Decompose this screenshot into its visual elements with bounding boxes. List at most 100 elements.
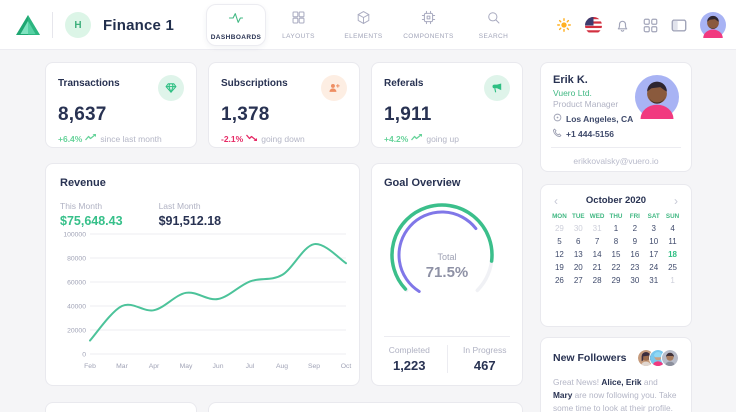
this-month-value: $75,648.43: [60, 214, 123, 228]
calendar-card: ‹ October 2020 › MON TUE WED THU FRI SAT SUN 29…: [540, 184, 692, 327]
tab-search[interactable]: SEARCH: [461, 3, 526, 47]
tab-components[interactable]: COMPONENTS: [396, 3, 461, 47]
calendar-day[interactable]: 30: [573, 224, 583, 233]
page-title: Finance 1: [103, 16, 174, 34]
calendar-day[interactable]: 26: [554, 276, 564, 285]
profile-email[interactable]: erikkovalsky@vuero.io: [573, 156, 659, 166]
calendar-grid: MON TUE WED THU FRI SAT SUN 29 30 31 1 2 3 4 5 6 7 8 9 10 11…: [550, 213, 682, 285]
calendar-day[interactable]: 7: [594, 237, 600, 246]
chevron-right-icon[interactable]: ›: [673, 193, 678, 208]
svg-text:40000: 40000: [67, 304, 86, 311]
profile-avatar[interactable]: [635, 75, 679, 134]
svg-text:Sep: Sep: [308, 363, 320, 370]
cube-icon: [356, 10, 371, 30]
stat-title: Referals: [384, 78, 424, 89]
profile-location: Los Angeles, CA: [566, 113, 634, 124]
calendar-day[interactable]: 4: [670, 224, 675, 233]
revenue-line-chart: 0 20000 40000 60000 80000 100000 Feb Mar Apr May J…: [54, 226, 354, 379]
calendar-day[interactable]: 16: [630, 250, 640, 259]
calendar-day[interactable]: 14: [592, 250, 602, 259]
stat-note: going up: [426, 133, 459, 144]
vuero-logo[interactable]: [16, 15, 40, 35]
panels-icon[interactable]: [671, 18, 687, 33]
calendar-day[interactable]: 5: [557, 237, 562, 246]
user-avatar[interactable]: [700, 12, 726, 38]
us-flag-icon[interactable]: [585, 16, 602, 34]
calendar-day[interactable]: 30: [630, 276, 640, 285]
followers-title: New Followers: [553, 352, 627, 364]
svg-text:Apr: Apr: [149, 363, 160, 370]
trend-up-icon: [411, 133, 423, 144]
calendar-day-name: WED: [589, 213, 605, 220]
stat-value: 8,637: [58, 104, 107, 125]
theme-sun-icon[interactable]: [556, 17, 572, 33]
calendar-day[interactable]: 31: [649, 276, 659, 285]
last-month-label: Last Month: [158, 201, 201, 211]
last-month-value: $91,512.18: [158, 214, 222, 228]
calendar-day[interactable]: 24: [649, 263, 659, 272]
calendar-day-today[interactable]: 18: [668, 250, 678, 259]
stat-delta: -2.1%: [221, 133, 244, 144]
calendar-day[interactable]: 17: [649, 250, 659, 259]
calendar-month: October 2020: [585, 195, 647, 206]
tab-elements[interactable]: ELEMENTS: [331, 3, 396, 47]
svg-text:Mar: Mar: [116, 363, 128, 370]
calendar-day[interactable]: 13: [573, 250, 583, 259]
svg-text:100000: 100000: [63, 232, 86, 239]
calendar-day[interactable]: 22: [611, 263, 621, 272]
stat-note: since last month: [100, 133, 162, 144]
svg-text:0: 0: [82, 352, 86, 359]
navbar: H Finance 1 DASHBOARDS LAYOUTS ELEMENTS COM…: [0, 0, 736, 50]
calendar-day[interactable]: 8: [613, 237, 619, 246]
calendar-day[interactable]: 9: [632, 237, 638, 246]
divider: [384, 336, 510, 337]
trend-up-icon: [85, 133, 97, 144]
calendar-day[interactable]: 27: [573, 276, 583, 285]
stat-title: Transactions: [58, 78, 120, 89]
main-nav-tabs: DASHBOARDS LAYOUTS ELEMENTS COMPONENTS SEARC…: [206, 0, 526, 50]
tab-dashboards[interactable]: DASHBOARDS: [206, 4, 266, 46]
calendar-day[interactable]: 29: [611, 276, 621, 285]
calendar-day[interactable]: 2: [632, 224, 638, 233]
chevron-left-icon[interactable]: ‹: [554, 193, 558, 208]
calendar-day[interactable]: 23: [630, 263, 640, 272]
tab-layouts[interactable]: LAYOUTS: [266, 3, 331, 47]
calendar-day[interactable]: 29: [554, 224, 564, 233]
completed-label: Completed: [388, 345, 430, 355]
calendar-day[interactable]: 10: [649, 237, 659, 246]
stat-value: 1,911: [384, 104, 432, 125]
calendar-day[interactable]: 21: [592, 263, 602, 272]
calendar-day[interactable]: 11: [668, 237, 677, 246]
stat-delta: +6.4%: [58, 133, 83, 144]
workspace-badge[interactable]: H: [65, 12, 91, 38]
calendar-day[interactable]: 28: [592, 276, 602, 285]
calendar-day[interactable]: 1: [613, 224, 619, 233]
apps-grid-icon[interactable]: [643, 18, 658, 33]
calendar-day[interactable]: 31: [592, 224, 602, 233]
revenue-card: Revenue This Month $75,648.43 Last Month…: [45, 163, 360, 386]
revenue-title: Revenue: [60, 177, 106, 189]
calendar-day[interactable]: 3: [651, 224, 656, 233]
calendar-day[interactable]: 6: [576, 237, 581, 246]
svg-text:Feb: Feb: [84, 363, 96, 370]
calendar-day[interactable]: 19: [554, 263, 564, 272]
notifications-bell-icon[interactable]: [615, 18, 630, 33]
svg-text:May: May: [180, 363, 193, 370]
follower-avatar[interactable]: [661, 349, 679, 367]
profile-company[interactable]: Vuero Ltd.: [553, 88, 592, 98]
megaphone-icon: [484, 75, 510, 101]
activity-icon: [228, 10, 244, 31]
calendar-day[interactable]: 20: [573, 263, 583, 272]
search-icon: [486, 10, 501, 30]
calendar-day[interactable]: 12: [554, 250, 564, 259]
stat-card-referals: Referals 1,911 +4.2% going up: [371, 62, 523, 148]
stat-value: 1,378: [221, 104, 270, 125]
svg-text:80000: 80000: [67, 256, 86, 263]
calendar-day[interactable]: 1: [670, 276, 675, 285]
svg-text:Oct: Oct: [341, 363, 352, 370]
divider: [551, 147, 681, 148]
calendar-day-name: THU: [609, 213, 623, 220]
calendar-day[interactable]: 25: [668, 263, 678, 272]
in-progress-value: 467: [473, 358, 496, 373]
calendar-day[interactable]: 15: [611, 250, 621, 259]
